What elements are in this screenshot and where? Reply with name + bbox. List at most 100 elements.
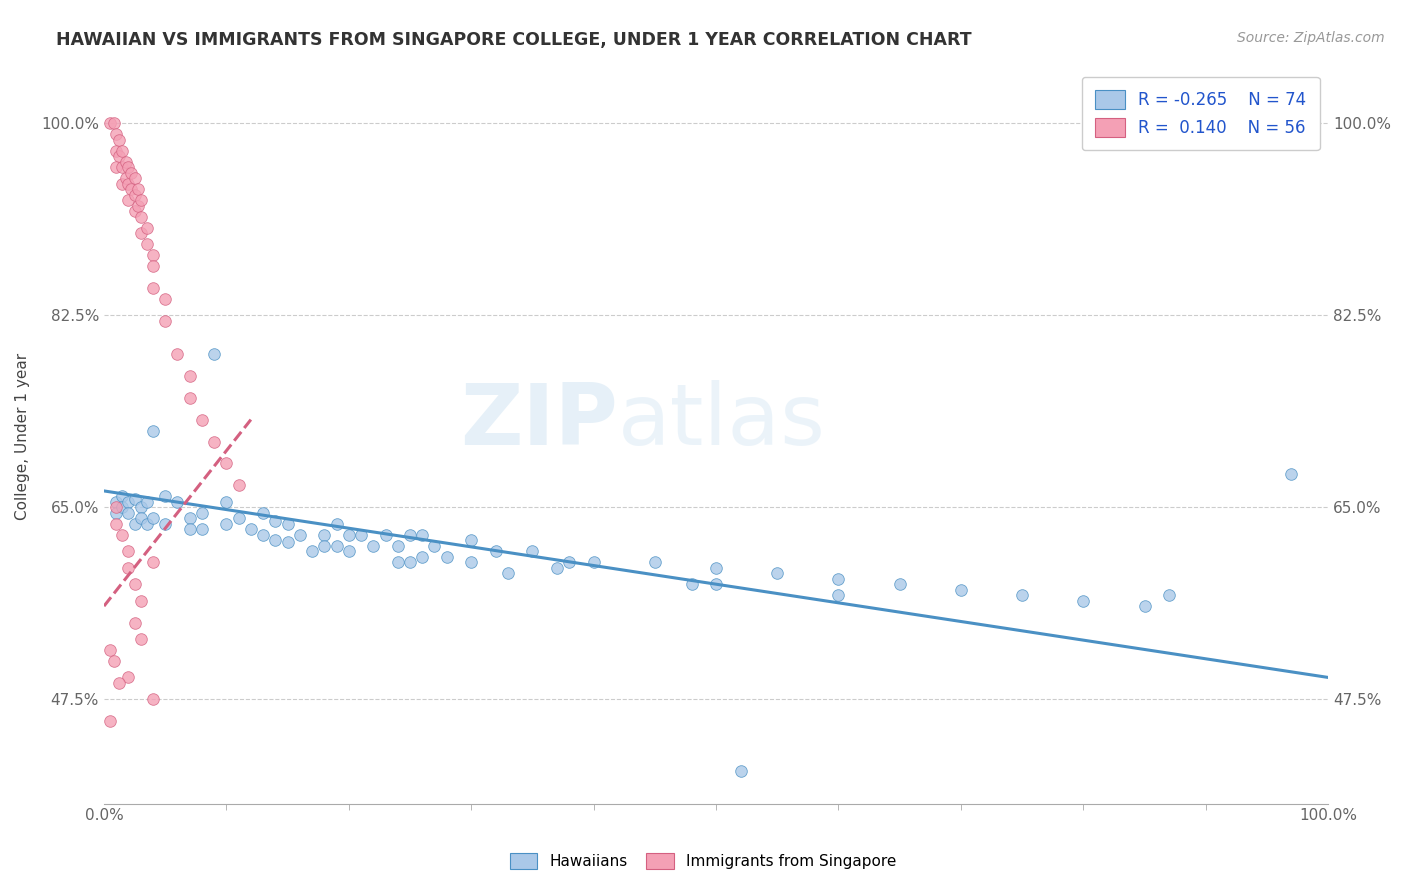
- Point: [117, 670, 139, 684]
- Point: [111, 177, 134, 191]
- Point: [142, 248, 165, 262]
- Point: [153, 292, 176, 306]
- Point: [460, 533, 482, 548]
- Point: [325, 516, 347, 531]
- Point: [827, 572, 849, 586]
- Point: [1011, 588, 1033, 602]
- Legend: Hawaiians, Immigrants from Singapore: Hawaiians, Immigrants from Singapore: [503, 847, 903, 875]
- Point: [153, 490, 176, 504]
- Point: [105, 128, 128, 142]
- Point: [1071, 593, 1094, 607]
- Point: [411, 549, 433, 564]
- Point: [117, 193, 139, 207]
- Point: [111, 490, 134, 504]
- Point: [350, 528, 373, 542]
- Point: [827, 588, 849, 602]
- Point: [496, 566, 519, 581]
- Point: [423, 539, 446, 553]
- Point: [129, 632, 152, 646]
- Point: [239, 522, 262, 536]
- Point: [105, 500, 128, 515]
- Point: [399, 555, 422, 569]
- Point: [704, 560, 727, 574]
- Point: [124, 615, 146, 630]
- Point: [111, 144, 134, 158]
- Point: [124, 491, 146, 506]
- Point: [124, 577, 146, 591]
- Point: [191, 506, 214, 520]
- Point: [436, 549, 458, 564]
- Point: [111, 528, 134, 542]
- Point: [129, 210, 152, 224]
- Point: [115, 154, 138, 169]
- Point: [1281, 467, 1303, 482]
- Point: [135, 220, 157, 235]
- Point: [252, 506, 274, 520]
- Point: [582, 555, 605, 569]
- Point: [135, 495, 157, 509]
- Point: [485, 544, 508, 558]
- Point: [98, 116, 121, 130]
- Point: [105, 495, 128, 509]
- Point: [129, 593, 152, 607]
- Point: [191, 412, 214, 426]
- Point: [107, 676, 129, 690]
- Point: [142, 281, 165, 295]
- Point: [215, 457, 238, 471]
- Point: [228, 478, 250, 492]
- Point: [1133, 599, 1156, 614]
- Point: [399, 528, 422, 542]
- Point: [325, 539, 347, 553]
- Point: [103, 654, 125, 668]
- Legend: R = -0.265    N = 74, R =  0.140    N = 56: R = -0.265 N = 74, R = 0.140 N = 56: [1081, 77, 1320, 151]
- Point: [117, 177, 139, 191]
- Point: [949, 582, 972, 597]
- Point: [166, 495, 188, 509]
- Point: [124, 171, 146, 186]
- Point: [277, 535, 299, 549]
- Point: [117, 161, 139, 175]
- Point: [889, 577, 911, 591]
- Point: [264, 514, 287, 528]
- Point: [191, 522, 214, 536]
- Point: [546, 560, 568, 574]
- Point: [314, 528, 336, 542]
- Point: [107, 149, 129, 163]
- Point: [124, 516, 146, 531]
- Point: [98, 643, 121, 657]
- Point: [105, 516, 128, 531]
- Text: atlas: atlas: [619, 380, 827, 463]
- Point: [704, 577, 727, 591]
- Point: [105, 506, 128, 520]
- Point: [153, 516, 176, 531]
- Point: [228, 511, 250, 525]
- Point: [460, 555, 482, 569]
- Point: [179, 522, 201, 536]
- Point: [301, 544, 323, 558]
- Point: [142, 555, 165, 569]
- Point: [127, 182, 149, 196]
- Point: [411, 528, 433, 542]
- Point: [142, 424, 165, 438]
- Point: [129, 193, 152, 207]
- Point: [558, 555, 581, 569]
- Point: [129, 226, 152, 240]
- Point: [142, 259, 165, 273]
- Point: [202, 347, 225, 361]
- Point: [107, 133, 129, 147]
- Point: [153, 314, 176, 328]
- Point: [117, 495, 139, 509]
- Point: [522, 544, 544, 558]
- Point: [681, 577, 703, 591]
- Point: [124, 187, 146, 202]
- Point: [127, 199, 149, 213]
- Point: [103, 116, 125, 130]
- Point: [111, 500, 134, 515]
- Point: [142, 511, 165, 525]
- Point: [288, 528, 311, 542]
- Point: [264, 533, 287, 548]
- Point: [105, 161, 128, 175]
- Point: [766, 566, 789, 581]
- Point: [111, 161, 134, 175]
- Point: [120, 166, 142, 180]
